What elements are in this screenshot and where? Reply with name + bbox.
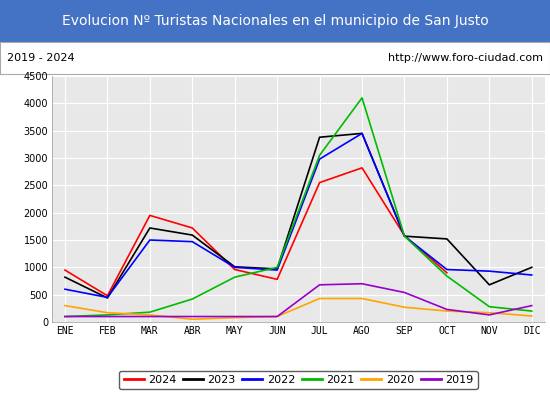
Text: Evolucion Nº Turistas Nacionales en el municipio de San Justo: Evolucion Nº Turistas Nacionales en el m… — [62, 14, 488, 28]
Text: http://www.foro-ciudad.com: http://www.foro-ciudad.com — [388, 53, 543, 63]
Text: 2019 - 2024: 2019 - 2024 — [7, 53, 74, 63]
Legend: 2024, 2023, 2022, 2021, 2020, 2019: 2024, 2023, 2022, 2021, 2020, 2019 — [119, 371, 478, 390]
